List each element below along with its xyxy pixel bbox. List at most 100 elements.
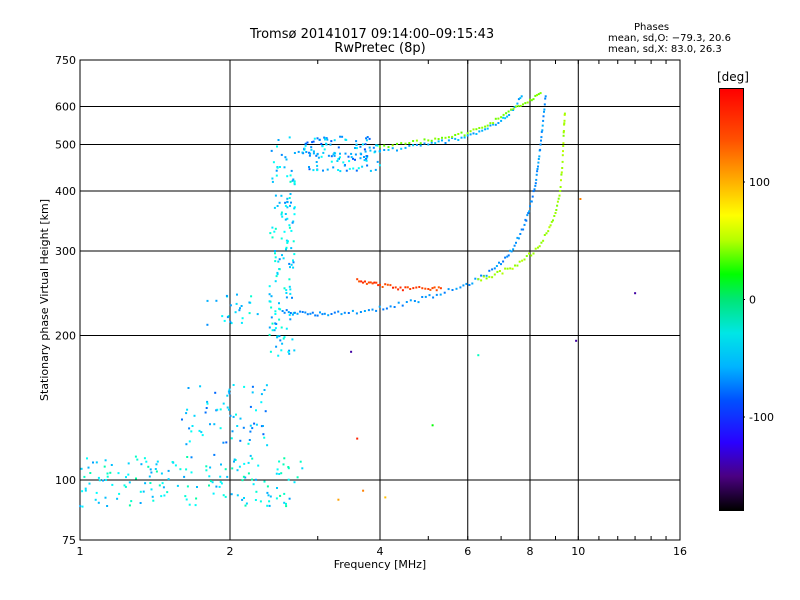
cluster-point bbox=[97, 501, 100, 504]
trace-point bbox=[406, 286, 409, 289]
cluster-point bbox=[330, 160, 333, 163]
trace-point bbox=[519, 233, 522, 235]
cluster-point bbox=[271, 322, 274, 325]
trace-point bbox=[412, 140, 415, 142]
cluster-point bbox=[285, 158, 288, 161]
cluster-point bbox=[276, 468, 279, 471]
cluster-point bbox=[284, 201, 287, 204]
trace-point bbox=[534, 184, 537, 187]
trace-point bbox=[359, 152, 362, 155]
trace-point bbox=[472, 132, 475, 135]
trace-point bbox=[374, 150, 377, 153]
trace-point bbox=[434, 137, 437, 140]
trace-point bbox=[387, 146, 390, 148]
cluster-point bbox=[148, 475, 151, 478]
trace-point bbox=[299, 310, 302, 313]
cluster-point bbox=[278, 307, 281, 310]
cluster-point bbox=[219, 427, 222, 430]
trace-point bbox=[435, 293, 438, 296]
trace-point bbox=[421, 287, 424, 290]
trace-point bbox=[460, 136, 463, 139]
cluster-point bbox=[151, 495, 154, 498]
cluster-point bbox=[269, 495, 272, 498]
cluster-point bbox=[251, 385, 254, 388]
trace-point bbox=[409, 299, 412, 302]
cluster-point bbox=[375, 144, 378, 147]
cluster-point bbox=[357, 167, 360, 170]
cluster-point bbox=[332, 153, 335, 156]
trace-point bbox=[543, 103, 546, 106]
trace-point bbox=[548, 226, 551, 229]
cluster-point bbox=[102, 479, 104, 482]
cluster-point bbox=[305, 142, 308, 145]
cluster-point bbox=[198, 429, 201, 432]
cluster-point bbox=[324, 138, 326, 141]
trace-point bbox=[381, 286, 384, 288]
trace-point bbox=[563, 112, 566, 115]
cluster-point bbox=[333, 139, 336, 142]
cluster-point bbox=[323, 148, 326, 151]
trace-point bbox=[400, 147, 403, 150]
trace-point bbox=[540, 139, 542, 142]
trace-point bbox=[383, 149, 386, 151]
cluster-point bbox=[290, 201, 292, 204]
trace-point bbox=[424, 295, 427, 298]
cluster-point bbox=[109, 471, 112, 474]
cluster-point bbox=[350, 156, 353, 159]
trace-point bbox=[562, 142, 565, 145]
phase-stats-o: mean, sd,O: −79.3, 20.6 bbox=[608, 33, 731, 44]
cluster-point bbox=[140, 463, 143, 466]
trace-point bbox=[486, 127, 489, 130]
trace-point bbox=[538, 155, 541, 158]
trace-point bbox=[455, 287, 458, 290]
cluster-point bbox=[200, 431, 203, 434]
cluster-point bbox=[293, 213, 296, 216]
trace-point bbox=[379, 145, 381, 148]
trace-point bbox=[526, 101, 529, 104]
cluster-point bbox=[330, 140, 333, 143]
trace-point bbox=[401, 289, 404, 292]
cluster-point bbox=[285, 289, 288, 292]
cluster-point bbox=[199, 385, 202, 388]
cluster-point bbox=[162, 486, 165, 489]
trace-point bbox=[305, 151, 308, 153]
cluster-point bbox=[288, 285, 291, 288]
cluster-point bbox=[293, 182, 296, 185]
x-axis-label: Frequency [MHz] bbox=[334, 558, 426, 571]
trace-point bbox=[517, 237, 520, 240]
cluster-point bbox=[285, 296, 288, 299]
trace-point bbox=[513, 106, 516, 109]
cluster-point bbox=[242, 426, 245, 429]
cluster-point bbox=[206, 402, 209, 405]
cluster-point bbox=[194, 504, 197, 507]
trace-point bbox=[431, 287, 434, 290]
trace-point bbox=[556, 200, 559, 203]
trace-point bbox=[460, 131, 463, 134]
cluster-point bbox=[222, 441, 225, 444]
cluster-point bbox=[308, 154, 311, 157]
trace-point bbox=[430, 139, 433, 142]
trace-point bbox=[542, 115, 545, 118]
cluster-point bbox=[195, 497, 198, 500]
cluster-point bbox=[299, 460, 302, 463]
cluster-point bbox=[103, 465, 106, 468]
trace-point bbox=[405, 301, 408, 303]
cluster-point bbox=[255, 423, 258, 426]
trace-point bbox=[377, 284, 380, 287]
cluster-point bbox=[87, 466, 90, 469]
cluster-point bbox=[278, 258, 281, 261]
trace-point bbox=[497, 117, 500, 120]
cluster-point bbox=[229, 320, 232, 323]
cluster-point bbox=[229, 414, 232, 417]
cluster-point bbox=[270, 306, 273, 309]
trace-point bbox=[559, 186, 562, 188]
cluster-point bbox=[215, 485, 218, 488]
cluster-point bbox=[186, 408, 189, 411]
cluster-point bbox=[190, 471, 193, 474]
cluster-point bbox=[289, 292, 292, 295]
cluster-point bbox=[263, 389, 266, 391]
cluster-point bbox=[291, 179, 294, 182]
cluster-point bbox=[312, 140, 315, 143]
cluster-point bbox=[281, 342, 284, 345]
trace-point bbox=[386, 283, 389, 286]
